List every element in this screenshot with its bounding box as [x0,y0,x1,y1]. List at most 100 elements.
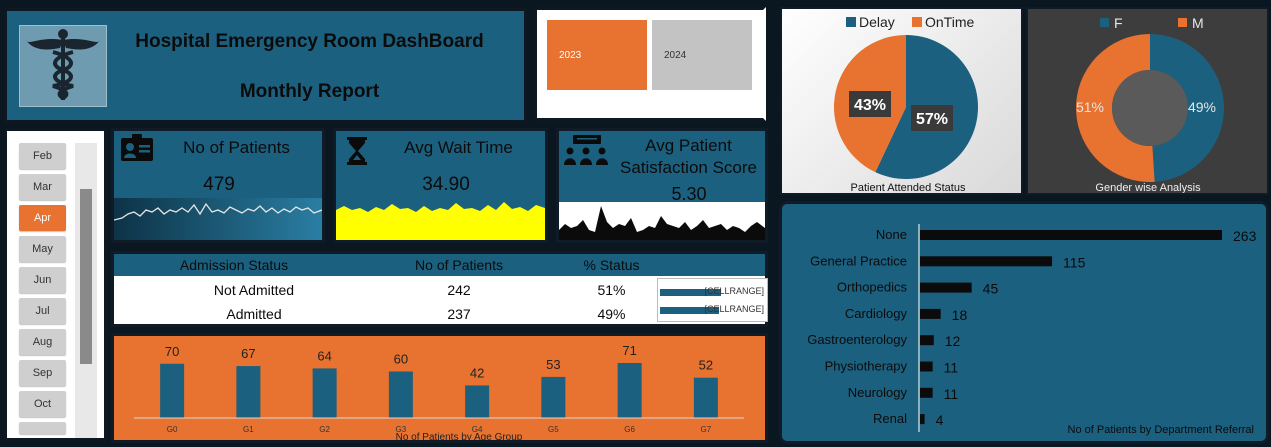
age-tick-label: G0 [167,425,178,434]
age-chart-title: No of Patients by Age Group [396,432,523,440]
month-button-sep[interactable]: Sep [19,360,66,386]
year-slicer: 2023 2024 [534,7,766,121]
department-referral-chart: None 263 General Practice 115 Orthopedics 45 C… [779,201,1269,444]
gender-legend-swatch [1100,18,1109,27]
kpi-satisfaction-label-line2: Satisfaction Score [619,158,757,177]
month-button-feb[interactable]: Feb [19,143,66,169]
age-bar [236,366,261,418]
kpi-card-wait-time: Avg Wait Time 34.90 [333,128,548,243]
dept-bar-value: 4 [936,412,944,428]
age-tick-label: G2 [319,425,330,434]
admission-header-pct: % Status [583,257,640,273]
month-scrollbar-thumb[interactable] [80,189,92,364]
dept-bar [920,335,934,346]
month-button-jun[interactable]: Jun [19,267,66,293]
age-tick-label: G1 [243,425,254,434]
status-pie-label-box [911,105,953,131]
gender-legend-label: M [1192,15,1204,31]
kpi-card-patients: No of Patients 479 [111,128,325,243]
month-button-partial[interactable] [19,422,66,434]
month-button-oct[interactable]: Oct [19,391,66,417]
admission-count-cell: 242 [447,282,471,298]
dept-category-label: General Practice [810,253,907,268]
dashboard-header: Hospital Emergency Room DashBoard Monthl… [4,8,527,123]
age-bar-value: 42 [470,365,484,380]
age-bar [541,376,566,418]
admission-mini-bar [660,289,721,296]
age-bar [388,371,413,418]
dept-category-label: Physiotherapy [825,359,908,374]
admission-status-table: Admission Status No of Patients % Status… [111,251,768,327]
age-tick-label: G4 [472,425,483,434]
admission-mini-bar-chart: [CELLRANGE] [CELLRANGE] [657,278,768,322]
kpi-satisfaction-label: Avg Patient Satisfaction Score [611,135,765,179]
month-button-may[interactable]: May [19,236,66,262]
gender-donut-slice [1150,34,1224,182]
status-pie-label: 57% [916,111,948,128]
admission-pct-cell: 51% [597,282,626,298]
age-bar [465,385,490,418]
month-button-jul[interactable]: Jul [19,298,66,324]
admission-status-cell: Not Admitted [213,282,295,298]
gender-chart-title: Gender wise Analysis [1095,182,1201,193]
year-button-2024[interactable]: 2024 [652,20,752,90]
month-button-apr[interactable]: Apr [19,205,66,231]
age-bar [312,368,337,418]
age-group-chart: 70 G0 67 G1 64 G2 60 G3 42 G4 53 G5 71 G6 52 G7 No of Pa… [111,333,768,443]
admission-header-count: No of Patients [415,257,503,273]
dept-category-label: Gastroenterology [807,332,907,347]
admission-pct-cell: 49% [597,306,626,322]
dept-bar [920,230,1222,240]
dept-bar [920,387,933,398]
dept-bar-value: 18 [952,307,968,323]
status-legend-label: Delay [859,14,895,30]
caduceus-icon [19,25,107,107]
dept-bar [920,361,933,372]
age-tick-label: G3 [396,425,407,434]
age-bar-value: 52 [699,358,713,373]
age-bar-value: 70 [165,344,179,359]
status-pie-label-box [849,91,891,117]
age-bar-value: 67 [241,346,255,361]
admission-header-status: Admission Status [179,257,289,273]
age-bar-value: 71 [622,343,636,358]
gender-legend-swatch [1178,18,1187,27]
admission-status-cell: Admitted [226,306,282,322]
dept-bar [920,414,925,425]
age-bar [160,363,185,418]
admission-table-header: Admission Status No of Patients % Status [114,254,765,276]
group-meeting-icon [563,135,609,170]
gender-donut-label: 51% [1076,99,1104,115]
dept-bar-value: 115 [1063,254,1086,270]
age-group-chart-svg: 70 G0 67 G1 64 G2 60 G3 42 G4 53 G5 71 G6 52 G7 No of Pa… [134,343,744,443]
dept-category-label: Renal [873,411,907,426]
gender-donut-label: 49% [1188,99,1216,115]
dept-bar-value: 45 [983,281,999,297]
dept-category-label: Orthopedics [837,280,908,295]
admission-mini-bar [660,307,719,314]
month-slicer: Feb Mar Apr May Jun Jul Aug Sep Oct [4,128,107,441]
status-legend-label: OnTime [925,14,974,30]
kpi-card-satisfaction: Avg Patient Satisfaction Score 5.30 [556,128,768,243]
kpi-satisfaction-label-line1: Avg Patient [645,136,732,155]
gender-chart-svg: 49% 51% F M Gender wise Analysis [1076,15,1224,194]
year-button-2023[interactable]: 2023 [547,20,647,90]
admission-mini-bar-label: [CELLRANGE] [704,304,764,314]
dept-category-label: Cardiology [845,306,908,321]
age-bar [693,377,718,418]
department-referral-chart-svg: None 263 General Practice 115 Orthopedics 45 C… [807,224,1257,436]
admission-mini-bar-label: [CELLRANGE] [704,286,764,296]
id-card-icon [120,134,154,167]
admission-count-cell: 237 [447,306,471,322]
dept-bar-value: 263 [1233,228,1257,244]
month-button-mar[interactable]: Mar [19,174,66,200]
gender-legend-label: F [1114,15,1123,31]
dept-bar-value: 11 [944,360,959,376]
status-pie-label: 43% [854,97,886,114]
gender-chart: 49% 51% F M Gender wise Analysis [1026,7,1269,195]
gender-donut-slice [1076,34,1155,182]
patient-status-chart: 57% 43% Delay OnTime Patient Attended Status [780,7,1023,195]
status-legend-swatch [846,17,856,27]
month-button-aug[interactable]: Aug [19,329,66,355]
dept-bar [920,282,972,293]
